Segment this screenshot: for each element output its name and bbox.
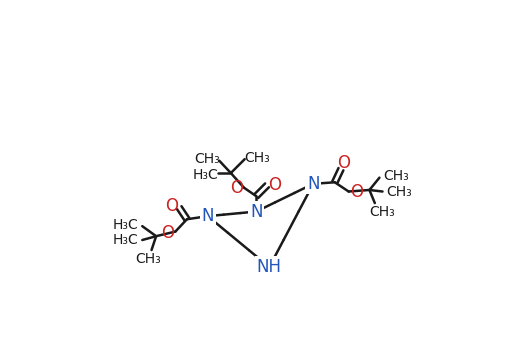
Text: O: O: [268, 177, 281, 194]
Text: H₃C: H₃C: [193, 167, 218, 182]
Text: NH: NH: [257, 258, 282, 276]
Text: CH₃: CH₃: [194, 152, 220, 166]
Text: O: O: [230, 179, 244, 197]
Text: H₃C: H₃C: [113, 218, 138, 232]
Text: N: N: [307, 175, 319, 193]
Text: CH₃: CH₃: [244, 151, 270, 165]
Text: CH₃: CH₃: [383, 169, 409, 183]
Text: H₃C: H₃C: [113, 233, 138, 247]
Text: O: O: [350, 182, 363, 201]
Text: CH₃: CH₃: [370, 205, 395, 219]
Text: O: O: [337, 154, 350, 172]
Text: CH₃: CH₃: [387, 185, 412, 198]
Text: N: N: [250, 202, 263, 221]
Text: N: N: [202, 207, 214, 225]
Text: O: O: [165, 197, 178, 215]
Text: CH₃: CH₃: [135, 252, 161, 266]
Text: O: O: [161, 224, 174, 242]
